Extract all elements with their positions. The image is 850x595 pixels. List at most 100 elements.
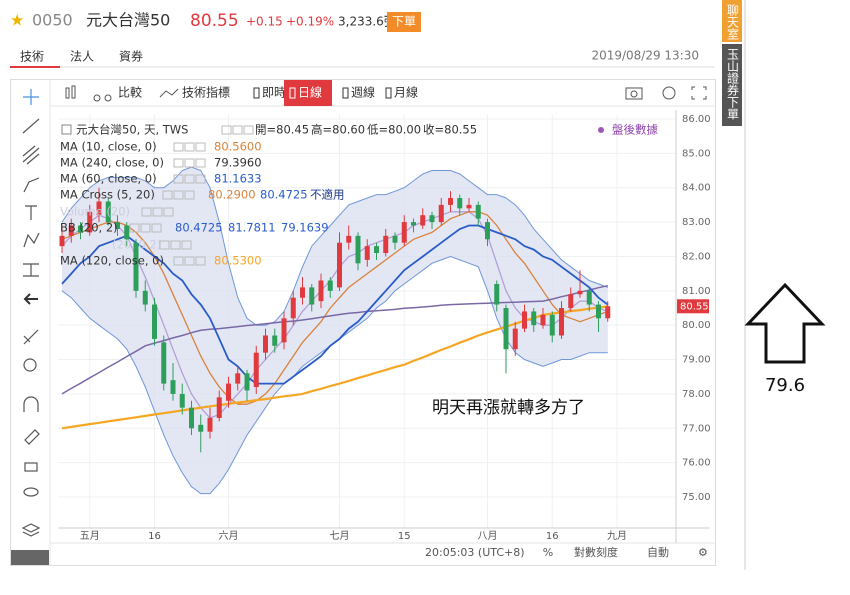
tab[interactable]: 技術 xyxy=(20,50,44,64)
candle-body xyxy=(263,335,268,353)
candle-body xyxy=(522,311,527,329)
back-tool[interactable] xyxy=(23,293,38,305)
zoom-tool[interactable] xyxy=(23,358,37,372)
candle-body xyxy=(392,235,398,243)
brush-tool[interactable] xyxy=(23,177,40,193)
tab[interactable]: 法人 xyxy=(70,50,94,64)
candle-body xyxy=(87,211,93,233)
y-tick-label: 76.00 xyxy=(682,458,711,469)
camera-icon[interactable] xyxy=(625,87,643,100)
tab[interactable]: 資券 xyxy=(119,49,143,64)
interval-icon xyxy=(385,87,392,99)
auto-toggle[interactable]: 自動 xyxy=(647,545,669,559)
legend-control xyxy=(184,256,195,266)
interval-button[interactable]: 週線 xyxy=(351,85,375,100)
ruler-tool[interactable] xyxy=(23,329,39,345)
candle-body xyxy=(475,204,481,219)
legend-control xyxy=(152,207,163,217)
chat-tab-label[interactable]: 聊天室 xyxy=(726,4,740,40)
candle-icon[interactable] xyxy=(71,85,76,99)
datetime: 2019/08/29 13:30 xyxy=(591,49,699,63)
fullscreen-icon[interactable] xyxy=(691,86,695,90)
candle-body xyxy=(374,246,379,254)
order-tab[interactable] xyxy=(722,44,742,126)
lock-tool[interactable] xyxy=(24,462,38,472)
log-toggle[interactable]: 對數刻度 xyxy=(574,545,618,559)
interval-button[interactable]: 即時 xyxy=(262,86,286,100)
layers-tool[interactable] xyxy=(21,523,41,537)
candle-body xyxy=(346,235,352,243)
pencil-tool[interactable] xyxy=(24,429,40,445)
stock-name: 元大台灣50 xyxy=(86,11,170,30)
settings-icon[interactable] xyxy=(662,86,676,100)
legend-text: 元大台灣50, 天, TWS xyxy=(76,123,188,137)
active-interval-bg xyxy=(284,80,332,106)
y-tick-label: 75.00 xyxy=(682,492,711,503)
candle-body xyxy=(290,297,296,319)
legend-control xyxy=(195,158,206,168)
compare-icon[interactable] xyxy=(93,94,101,102)
legend-control xyxy=(140,223,151,233)
favorite-star[interactable]: ★ xyxy=(10,11,24,30)
x-tick-label: 九月 xyxy=(607,530,627,542)
fullscreen-icon[interactable] xyxy=(691,96,695,100)
candle-body xyxy=(78,225,83,233)
legend-collapse xyxy=(61,124,72,135)
indicator-icon[interactable] xyxy=(159,88,179,98)
interval-button[interactable]: 月線 xyxy=(394,85,418,100)
candle-body xyxy=(568,294,574,308)
candle-body xyxy=(170,380,176,394)
x-tick-label: 五月 xyxy=(80,530,100,542)
fullscreen-icon[interactable] xyxy=(703,96,707,100)
legend-control xyxy=(184,142,195,152)
channel-tool[interactable] xyxy=(22,145,40,165)
arrow-label: 79.6 xyxy=(765,375,805,396)
status-settings[interactable]: ⚙ xyxy=(698,546,708,559)
order-button-label[interactable]: 下單 xyxy=(392,15,416,29)
compare-icon[interactable] xyxy=(104,94,112,102)
candle-body xyxy=(318,280,324,302)
price-change-pct: +0.19% xyxy=(286,15,334,29)
x-tick-label: 七月 xyxy=(330,530,350,542)
legend-text: BB (20, 2) xyxy=(60,221,118,235)
legend-control xyxy=(141,207,152,217)
percent-toggle[interactable]: % xyxy=(543,546,553,559)
compare-button[interactable]: 比較 xyxy=(118,85,142,100)
toolbar xyxy=(65,85,707,102)
line-tool[interactable] xyxy=(22,118,40,134)
price-chart: 75.00 76.00 77.00 78.00 79.00 80.00 81.00 82.00… xyxy=(58,110,711,543)
fullscreen-icon[interactable] xyxy=(703,86,707,90)
fib-tool[interactable] xyxy=(23,263,39,277)
candle-icon[interactable] xyxy=(65,87,70,99)
legend-control xyxy=(173,142,184,152)
after-hours-dot xyxy=(598,127,604,133)
candle-body xyxy=(327,280,333,291)
eye-tool[interactable] xyxy=(23,487,39,497)
candle-body xyxy=(448,198,453,205)
legend-text: 開=80.45 xyxy=(255,123,309,137)
candle-body xyxy=(198,424,204,432)
candle-body xyxy=(503,308,509,350)
chat-tab[interactable] xyxy=(722,0,742,42)
collapse-button[interactable] xyxy=(11,550,49,565)
candle-body xyxy=(59,235,65,247)
legend-text: 81.1633 xyxy=(214,172,262,186)
y-tick-label: 83.00 xyxy=(682,217,711,228)
crosshair-tool[interactable] xyxy=(23,89,39,105)
order-button[interactable] xyxy=(387,12,421,32)
y-tick-label: 81.00 xyxy=(682,286,711,297)
candle-body xyxy=(549,314,555,336)
order-tab-label[interactable]: 玉山證券下單 xyxy=(726,48,740,120)
candle-body xyxy=(429,215,435,223)
up-arrow xyxy=(744,282,826,364)
candle-body xyxy=(420,215,426,226)
text-tool[interactable] xyxy=(25,205,37,220)
pattern-tool[interactable] xyxy=(23,232,40,248)
camera-lens xyxy=(630,90,638,98)
legend-text: (20, 0.2) xyxy=(112,238,161,252)
indicators-button[interactable]: 技術指標 xyxy=(182,85,230,100)
y-tick-label: 84.00 xyxy=(682,183,711,194)
magnet-tool[interactable] xyxy=(23,396,39,412)
interval-button[interactable]: 日線 xyxy=(298,85,322,100)
candle-body xyxy=(124,225,130,240)
